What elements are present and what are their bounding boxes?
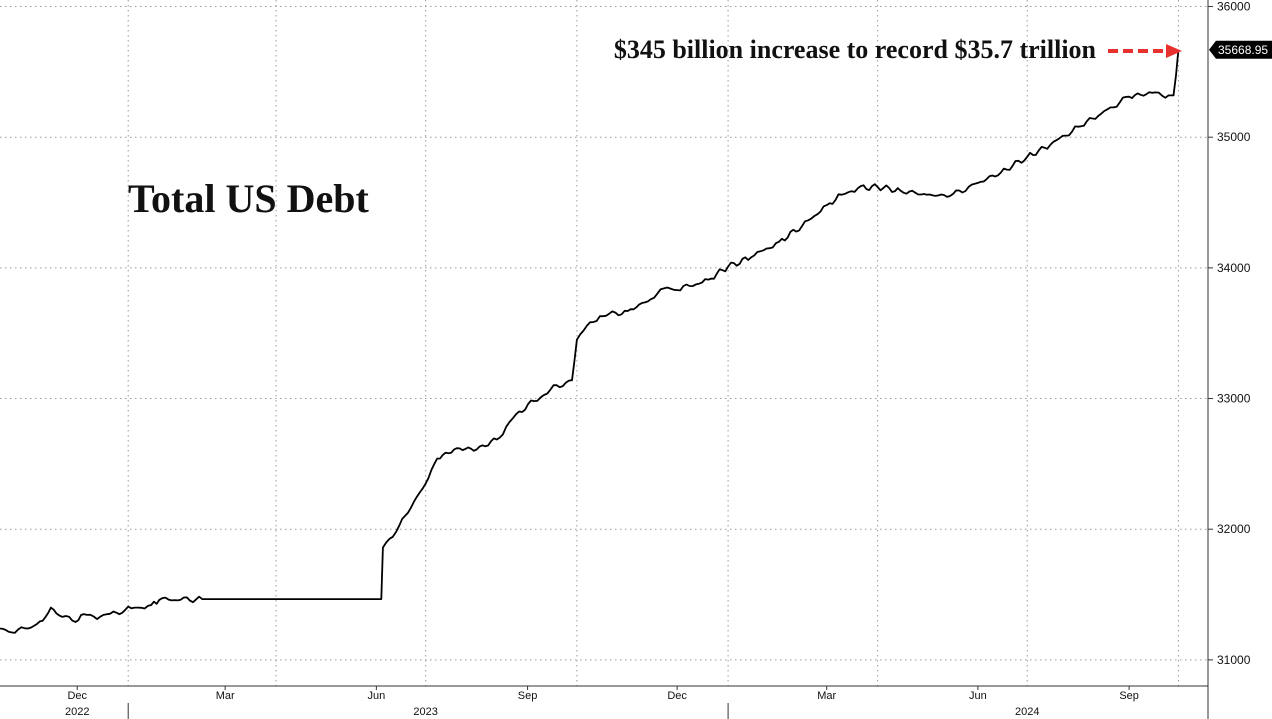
y-tick-label: 32000 [1217, 522, 1251, 536]
series-line [0, 49, 1180, 634]
last-value-badge [1209, 40, 1272, 59]
y-tick-label: 31000 [1217, 653, 1251, 667]
year-label: 2024 [1015, 706, 1039, 718]
y-tick-label: 36000 [1217, 0, 1251, 14]
annotation-arrow [1108, 44, 1182, 58]
x-axis-ticks: Dec Mar Jun Sep Dec Mar Jun Sep 2022 2023 2024 [65, 690, 1139, 718]
y-axis-ticks: 31000 32000 33000 34000 35000 36000 [1217, 0, 1251, 667]
y-tick-label: 34000 [1217, 261, 1251, 275]
series-group [0, 49, 1180, 634]
y-tick-label: 35000 [1217, 130, 1251, 144]
arrow-head [1166, 44, 1182, 58]
grid [0, 0, 1208, 686]
year-label: 2023 [413, 706, 437, 718]
axes [0, 0, 1213, 719]
x-tick-label: Dec [667, 690, 687, 702]
x-tick-label: Dec [67, 690, 87, 702]
y-tick-label: 33000 [1217, 392, 1251, 406]
x-tick-label: Sep [1119, 690, 1139, 702]
x-tick-label: Sep [518, 690, 538, 702]
x-tick-label: Jun [969, 690, 987, 702]
year-label: 2022 [65, 706, 89, 718]
chart-title: Total US Debt [128, 176, 369, 221]
x-tick-label: Mar [216, 690, 235, 702]
last-value-marker: 35668.95 [1209, 40, 1272, 59]
x-tick-label: Jun [367, 690, 385, 702]
x-tick-label: Mar [817, 690, 836, 702]
last-value-label: 35668.95 [1218, 43, 1268, 57]
chart-annotation: $345 billion increase to record $35.7 tr… [614, 35, 1097, 64]
